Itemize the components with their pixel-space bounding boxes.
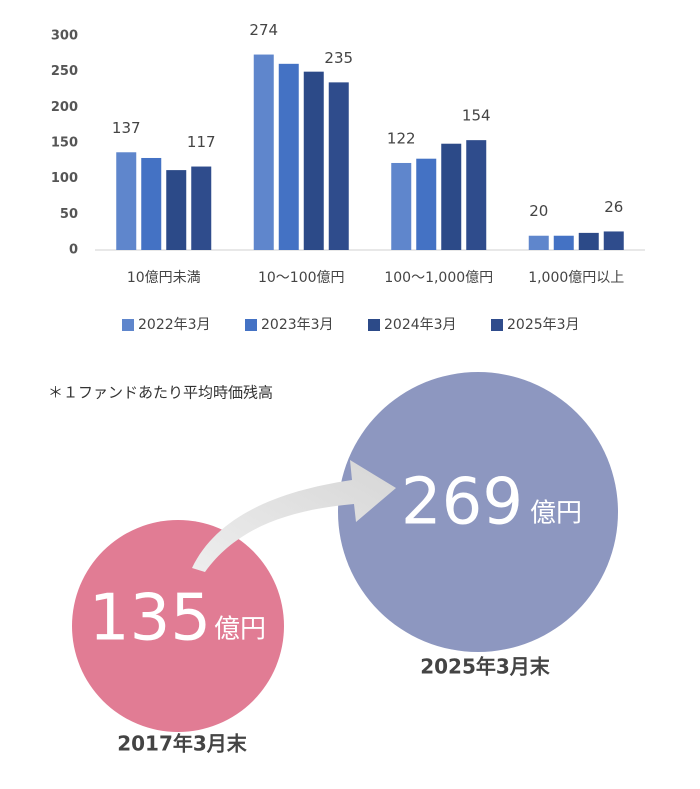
bar [553, 235, 574, 250]
bar [416, 158, 437, 250]
data-label: 117 [187, 133, 216, 151]
legend-label: 2023年3月 [261, 317, 334, 333]
legend-label: 2025年3月 [507, 317, 580, 333]
y-tick-label: 200 [51, 100, 78, 115]
y-tick-label: 100 [51, 171, 78, 186]
after-circle [338, 372, 618, 652]
bar [528, 235, 549, 250]
legend-label: 2022年3月 [138, 317, 211, 333]
bar [166, 170, 187, 250]
x-tick-label: 1,000億円以上 [528, 270, 624, 286]
data-label: 137 [112, 119, 141, 137]
data-label: 20 [529, 202, 548, 220]
legend-swatch [368, 319, 380, 331]
bar [253, 54, 274, 251]
bar [466, 140, 487, 250]
bar [578, 232, 599, 250]
arrow [192, 460, 396, 572]
data-label: 122 [387, 129, 416, 147]
bar [603, 231, 624, 250]
y-tick-label: 0 [69, 243, 78, 258]
chart: 0 50 100 150 200 250 300 10億円未満 137 117 10～100億円 27… [51, 21, 645, 333]
bar [328, 82, 349, 250]
data-label: 26 [604, 198, 623, 216]
bar [391, 162, 412, 250]
data-label: 274 [249, 21, 278, 39]
y-tick-label: 50 [60, 207, 78, 222]
y-tick-label: 300 [51, 29, 78, 44]
bar [191, 166, 212, 250]
after-value: 269 [401, 466, 523, 540]
y-tick-label: 250 [51, 64, 78, 79]
y-tick-label: 150 [51, 136, 78, 151]
legend-label: 2024年3月 [384, 317, 457, 333]
legend-swatch [122, 319, 134, 331]
data-label: 235 [324, 49, 353, 67]
bar [441, 143, 462, 250]
legend-swatch [245, 319, 257, 331]
legend-swatch [491, 319, 503, 331]
data-label: 154 [462, 107, 491, 125]
before-value: 135 [89, 582, 211, 656]
note: ＊１ファンドあたり平均時価残高 [48, 384, 273, 402]
before-unit: 億円 [214, 615, 266, 645]
before-label: 2017年3月末 [117, 732, 248, 756]
bar [116, 152, 137, 250]
bar [303, 71, 324, 251]
after-label: 2025年3月末 [420, 655, 551, 679]
bar [278, 63, 299, 250]
bar [141, 157, 162, 250]
x-tick-label: 100～1,000億円 [384, 270, 493, 286]
after-unit: 億円 [530, 499, 582, 529]
x-tick-label: 10～100億円 [258, 270, 345, 286]
before-circle [72, 520, 284, 732]
x-tick-label: 10億円未満 [127, 270, 201, 286]
